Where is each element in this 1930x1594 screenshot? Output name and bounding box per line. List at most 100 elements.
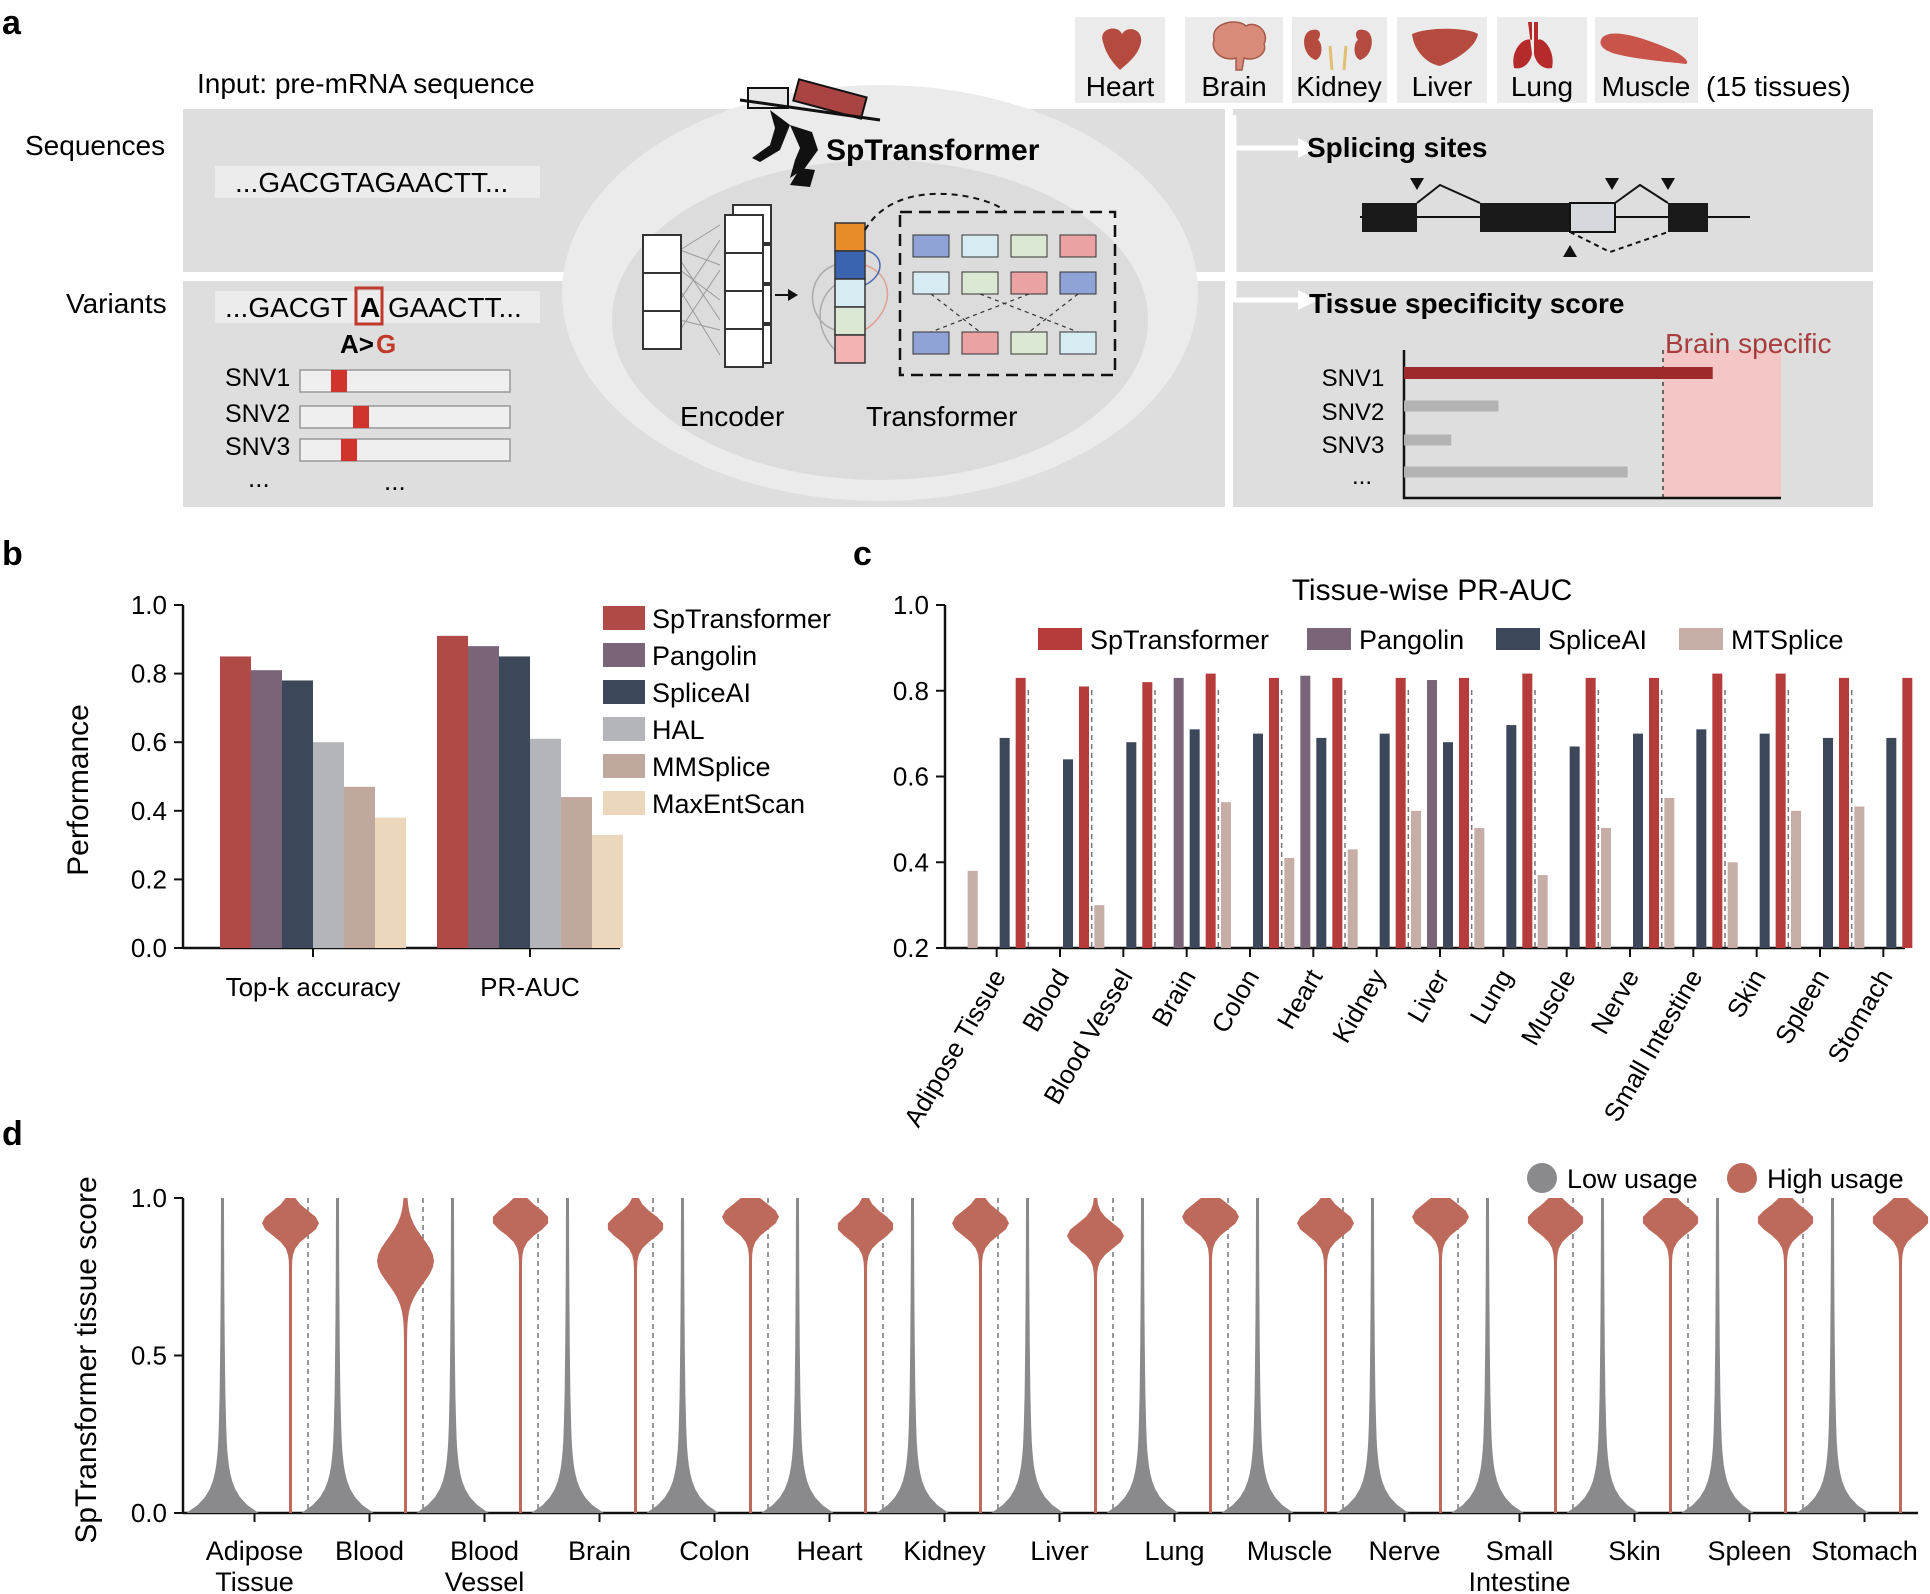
c-x-tick-label: Muscle xyxy=(1515,964,1582,1050)
d-x-tick-label: Vessel xyxy=(445,1567,525,1594)
b-legend-label: SpliceAI xyxy=(652,678,751,708)
c-x-tick-label: Blood xyxy=(1016,964,1075,1037)
c-bar xyxy=(1332,677,1343,948)
d-violin-high-usage xyxy=(1642,1198,1699,1513)
c-bar xyxy=(1427,680,1437,948)
snv-marker xyxy=(341,439,357,461)
d-x-tick-label: Blood xyxy=(450,1536,519,1566)
d-x-tick-label: Spleen xyxy=(1707,1536,1791,1566)
d-violin-low-usage xyxy=(1336,1198,1409,1513)
d-x-tick-label: Heart xyxy=(796,1536,863,1566)
b-y-axis-label: Performance xyxy=(62,704,95,876)
c-legend-swatch xyxy=(1679,628,1723,650)
c-bar xyxy=(1459,677,1469,948)
arrow-head xyxy=(1298,138,1318,158)
snv-label: SNV3 xyxy=(225,433,290,461)
b-bar xyxy=(251,670,282,948)
d-violin-low-usage xyxy=(991,1198,1064,1513)
c-bar xyxy=(1522,673,1533,948)
d-violin-high-usage xyxy=(1412,1198,1469,1513)
c-bar xyxy=(1649,677,1659,948)
c-bar xyxy=(1474,827,1485,948)
d-violin-high-usage xyxy=(1527,1198,1584,1513)
c-x-tick-label: Nerve xyxy=(1585,964,1646,1039)
c-x-tick-label: Heart xyxy=(1271,963,1329,1034)
c-legend-label: MTSplice xyxy=(1731,625,1844,655)
d-x-tick-label: Intestine xyxy=(1468,1567,1570,1594)
d-violin-low-usage xyxy=(186,1198,259,1513)
sequence-box xyxy=(215,166,540,198)
b-legend-label: SpTransformer xyxy=(652,604,831,634)
snv-ellipsis: ... xyxy=(248,463,270,493)
c-bar xyxy=(1585,677,1596,948)
d-violin-high-usage xyxy=(492,1198,549,1513)
b-legend: SpTransformer Pangolin SpliceAI HAL MMSplice… xyxy=(603,604,831,819)
c-y-tick-label: 0.2 xyxy=(893,933,929,963)
score-axes xyxy=(1402,350,1781,500)
panel-b-performance-chart: b Performance 0.0 0.2 0.4 0.6 0.8 1.0 Top-k ac… xyxy=(2,535,831,1002)
d-violin-low-usage xyxy=(1566,1198,1639,1513)
b-bar xyxy=(313,742,344,948)
b-legend-swatch xyxy=(603,680,645,704)
mutation-ref: A> xyxy=(340,329,374,359)
variants-label: Variants xyxy=(66,288,167,319)
d-legend-marker xyxy=(1727,1163,1757,1193)
snv-track xyxy=(299,438,511,462)
c-x-tick-label: Lung xyxy=(1464,964,1519,1029)
c-legend-swatch xyxy=(1307,628,1351,650)
c-bar xyxy=(1664,797,1675,948)
c-bar xyxy=(1269,677,1279,948)
score-row-label: SNV2 xyxy=(1322,399,1385,426)
d-violin-high-usage xyxy=(377,1198,434,1513)
transformer-diagram xyxy=(864,192,1117,377)
b-bar xyxy=(375,817,406,948)
band-divider xyxy=(1225,109,1233,507)
c-bar xyxy=(1569,746,1580,948)
d-violins xyxy=(186,1198,1929,1513)
d-legend: Low usage High usage xyxy=(1527,1163,1904,1194)
score-bar xyxy=(1404,400,1499,412)
b-y-tick-label: 1.0 xyxy=(131,590,167,620)
c-bar xyxy=(1347,849,1358,948)
b-bar xyxy=(561,797,592,948)
b-legend-swatch xyxy=(603,606,645,630)
tissue-label: Muscle xyxy=(1602,71,1691,102)
snv-marker xyxy=(331,370,347,392)
c-bar xyxy=(1079,686,1089,948)
score-bar xyxy=(1404,434,1452,446)
c-bar xyxy=(1284,857,1295,948)
c-bar xyxy=(1854,806,1865,948)
c-bar xyxy=(1205,673,1216,948)
tissue-label: Lung xyxy=(1511,71,1573,102)
d-violin-high-usage xyxy=(1872,1198,1929,1513)
d-violin-high-usage xyxy=(1182,1198,1239,1513)
c-x-tick-label: Kidney xyxy=(1326,964,1392,1048)
lung-icon xyxy=(1513,22,1532,69)
b-bar xyxy=(344,786,375,948)
brain-specific-label: Brain specific xyxy=(1665,328,1832,359)
encoder-label: Encoder xyxy=(680,401,784,432)
muscle-icon xyxy=(1600,33,1688,64)
variant-suffix: GAACTT... xyxy=(388,292,522,323)
b-legend-label: MMSplice xyxy=(652,752,771,782)
c-y-tick-label: 0.6 xyxy=(893,762,929,792)
b-bar xyxy=(592,834,623,948)
snv-ellipsis: ... xyxy=(384,466,406,496)
b-legend-swatch xyxy=(603,643,645,667)
c-bar xyxy=(1443,742,1453,948)
b-legend-swatch xyxy=(603,717,645,741)
c-x-tick-label: Brain xyxy=(1146,964,1202,1032)
c-bar xyxy=(1839,677,1849,948)
c-legend: SpTransformer Pangolin SpliceAI MTSplice xyxy=(1038,625,1844,655)
b-x-tick-label: PR-AUC xyxy=(480,972,580,1002)
tissue-label: Heart xyxy=(1086,71,1155,102)
panel-c-letter: c xyxy=(853,535,872,573)
score-row-label: SNV1 xyxy=(1322,365,1385,392)
c-legend-swatch xyxy=(1038,628,1082,650)
b-legend-label: Pangolin xyxy=(652,641,757,671)
input-label: Input: pre-mRNA sequence xyxy=(197,68,535,99)
c-bar xyxy=(1823,737,1833,948)
c-bar xyxy=(1696,729,1707,948)
panel-d-letter: d xyxy=(2,1115,23,1153)
variant-prefix: ...GACGT xyxy=(225,292,348,323)
